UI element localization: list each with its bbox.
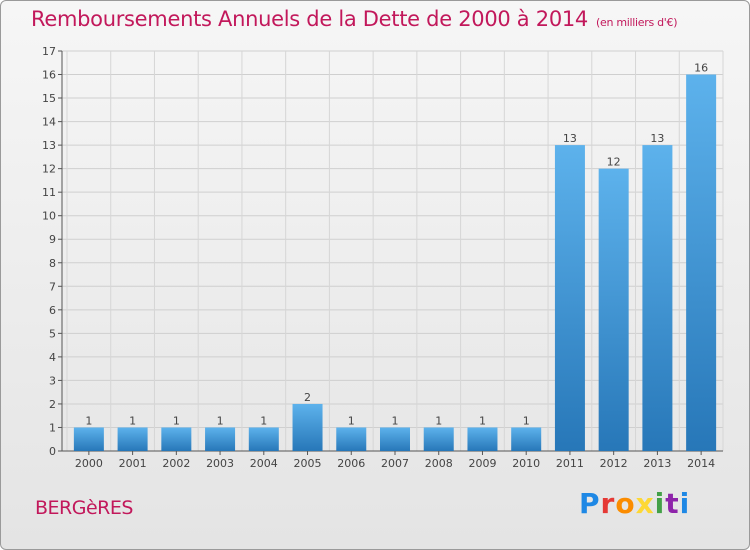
data-label: 13 <box>563 132 577 145</box>
x-tick-label: 2009 <box>468 457 496 470</box>
x-tick-label: 2004 <box>250 457 278 470</box>
data-label: 1 <box>260 414 267 427</box>
chart-title-text: Remboursements Annuels de la Dette de 20… <box>31 7 588 31</box>
y-tick-label: 11 <box>42 186 56 199</box>
bar <box>686 74 717 451</box>
logo-letter: r <box>600 487 616 520</box>
bar <box>642 145 673 451</box>
y-tick-label: 2 <box>49 398 56 411</box>
logo-letter: i <box>679 487 691 520</box>
y-tick-label: 9 <box>49 233 56 246</box>
bar <box>467 427 498 451</box>
bar <box>205 427 236 451</box>
logo-letter: o <box>615 487 636 520</box>
y-tick-label: 4 <box>49 351 56 364</box>
x-tick-label: 2003 <box>206 457 234 470</box>
y-tick-label: 5 <box>49 327 56 340</box>
x-tick-label: 2014 <box>687 457 715 470</box>
y-tick-label: 0 <box>49 445 56 458</box>
bar <box>423 427 454 451</box>
data-label: 1 <box>348 414 355 427</box>
unit-note: (en milliers d'€) <box>596 16 678 29</box>
bar <box>598 168 629 451</box>
data-label: 1 <box>173 414 180 427</box>
data-label: 1 <box>479 414 486 427</box>
y-tick-label: 1 <box>49 421 56 434</box>
y-tick-label: 8 <box>49 257 56 270</box>
x-tick-label: 2006 <box>337 457 365 470</box>
y-tick-label: 16 <box>42 69 56 82</box>
y-tick-label: 10 <box>42 210 56 223</box>
data-label: 1 <box>523 414 530 427</box>
logo-letter: t <box>665 487 680 520</box>
bar <box>336 427 367 451</box>
bar <box>554 145 585 451</box>
y-tick-label: 13 <box>42 139 56 152</box>
bar <box>511 427 542 451</box>
data-label: 13 <box>650 132 664 145</box>
data-label: 2 <box>304 391 311 404</box>
x-tick-label: 2008 <box>425 457 453 470</box>
data-label: 1 <box>85 414 92 427</box>
y-tick-label: 3 <box>49 374 56 387</box>
data-label: 1 <box>435 414 442 427</box>
x-tick-label: 2012 <box>600 457 628 470</box>
logo-letter: x <box>635 487 655 520</box>
x-tick-label: 2013 <box>643 457 671 470</box>
x-tick-label: 2007 <box>381 457 409 470</box>
bar <box>380 427 410 451</box>
y-tick-label: 15 <box>42 92 56 105</box>
bar <box>248 427 279 451</box>
bar <box>117 427 148 451</box>
x-tick-label: 2005 <box>294 457 322 470</box>
data-label: 1 <box>392 414 399 427</box>
x-tick-label: 2010 <box>512 457 540 470</box>
chart-title: Remboursements Annuels de la Dette de 20… <box>31 7 677 31</box>
y-tick-label: 7 <box>49 280 56 293</box>
proxiti-logo: Proxiti <box>579 487 690 520</box>
y-tick-label: 12 <box>42 163 56 176</box>
y-tick-label: 17 <box>42 45 56 58</box>
logo-letter: i <box>654 487 666 520</box>
x-tick-label: 2001 <box>119 457 147 470</box>
logo-letter: P <box>579 487 601 520</box>
x-tick-label: 2011 <box>556 457 584 470</box>
labels: 0123456789101112131415161712000120011200… <box>42 45 715 470</box>
bar <box>161 427 192 451</box>
y-tick-label: 6 <box>49 304 56 317</box>
x-tick-label: 2000 <box>75 457 103 470</box>
bar <box>292 403 323 451</box>
data-label: 1 <box>217 414 224 427</box>
town-name: BERGèRES <box>35 497 133 519</box>
x-tick-label: 2002 <box>162 457 190 470</box>
bar <box>73 427 104 451</box>
data-label: 16 <box>694 62 708 75</box>
bars <box>73 74 717 451</box>
data-label: 1 <box>129 414 136 427</box>
data-label: 12 <box>607 156 621 169</box>
y-tick-label: 14 <box>42 116 56 129</box>
